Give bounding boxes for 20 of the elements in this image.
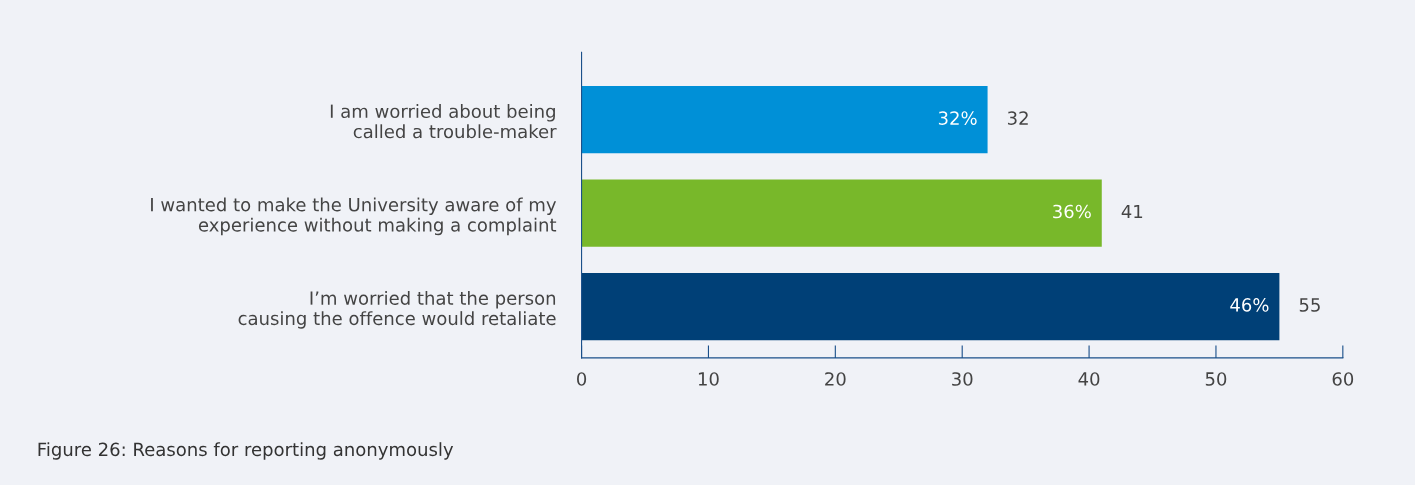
y-tick-label: I wanted to make the University aware of my experience without making a complaint — [151, 197, 557, 236]
annotation: 36% — [1053, 204, 1091, 219]
annotation: 46% — [1230, 298, 1269, 312]
bar — [581, 86, 988, 154]
text: Figure 26: Reasons for reporting anonymously — [38, 442, 454, 460]
y-tick-label: I am worried about being called a trouble-maker — [330, 104, 557, 139]
bar — [581, 179, 1102, 247]
x-tick-label: 30 — [952, 372, 973, 386]
x-tick-label: 20 — [825, 372, 846, 386]
x-tick-label: 40 — [1078, 372, 1100, 386]
annotation: 32% — [938, 111, 977, 125]
y-tick-label: I’m worried that the person causing the offence would retaliate — [238, 290, 556, 329]
x-tick-label: 0 — [577, 372, 587, 386]
x-tick-label: 50 — [1205, 372, 1227, 386]
x-tick-label: 60 — [1332, 372, 1354, 386]
x-tick-label: 10 — [698, 372, 719, 386]
bar — [581, 272, 1280, 341]
data-label: 41 — [1121, 204, 1143, 219]
data-label: 32 — [1007, 111, 1028, 125]
data-label: 55 — [1299, 298, 1320, 312]
